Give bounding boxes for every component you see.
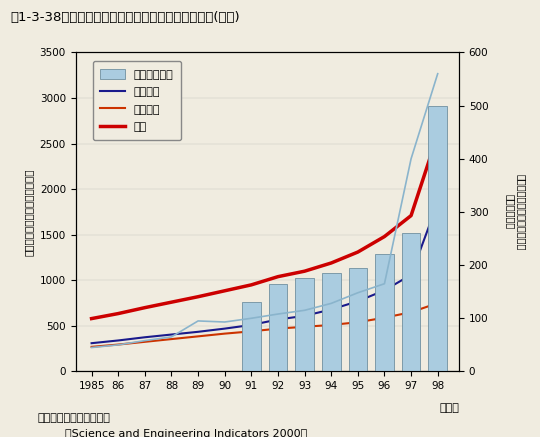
Legend: 特許権使用料, 公立大学, 私立大学, 合計: 特許権使用料, 公立大学, 私立大学, 合計 xyxy=(93,61,181,140)
Y-axis label: 大学が取得した特許権使用料
（百万ドル）: 大学が取得した特許権使用料 （百万ドル） xyxy=(505,174,526,250)
Bar xyxy=(295,278,314,371)
Text: 第1-3-38図　大学が取得した特許数及び特許使用料(米国): 第1-3-38図 大学が取得した特許数及び特許使用料(米国) xyxy=(11,11,240,24)
Bar xyxy=(242,302,261,371)
Text: （年）: （年） xyxy=(439,403,459,413)
Y-axis label: 大学が取得した特許数（件数）: 大学が取得した特許数（件数） xyxy=(24,168,34,256)
Bar xyxy=(322,273,341,371)
Text: 「Science and Engineering Indicators 2000」: 「Science and Engineering Indicators 2000… xyxy=(65,429,307,437)
Bar xyxy=(348,268,367,371)
Bar xyxy=(375,254,394,371)
Text: 資料：米国国立科学財団: 資料：米国国立科学財団 xyxy=(38,413,111,423)
Bar xyxy=(402,233,421,371)
Bar xyxy=(268,284,287,371)
Bar xyxy=(428,106,447,371)
